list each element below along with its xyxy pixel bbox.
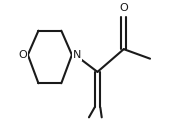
Text: N: N	[73, 50, 81, 60]
Text: O: O	[119, 3, 128, 13]
Text: O: O	[18, 50, 27, 60]
